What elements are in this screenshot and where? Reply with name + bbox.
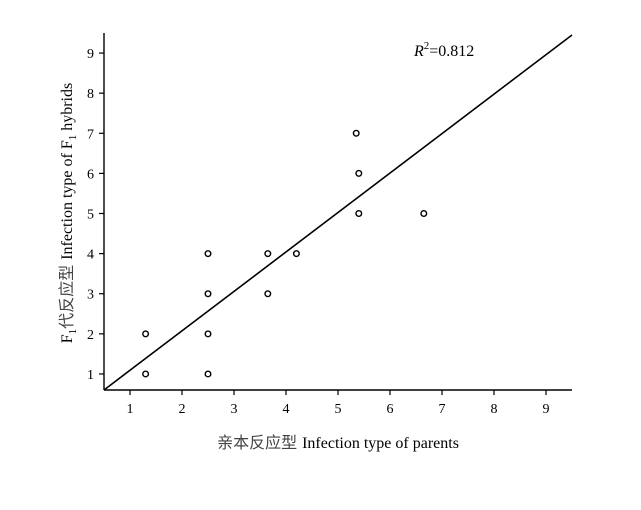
data-point (292, 250, 300, 258)
y-axis-title-en-pre: Infection type of F (59, 140, 76, 260)
data-point (355, 169, 363, 177)
x-axis-ticks: 1 2 3 4 5 6 7 8 9 (127, 390, 550, 417)
data-point (355, 210, 363, 218)
data-point (420, 210, 428, 218)
r-squared-superscript: 2 (424, 40, 430, 52)
y-axis-title-en-sub: 1 (67, 135, 79, 141)
x-tick-label: 5 (335, 402, 342, 417)
y-tick-label: 8 (87, 87, 94, 102)
data-points (142, 129, 428, 378)
data-point (204, 330, 212, 338)
y-tick-label: 2 (87, 328, 94, 343)
y-axis-title-prefix: F (59, 334, 76, 343)
y-axis-title-sub: 1 (67, 329, 79, 335)
r-squared-value: =0.812 (429, 43, 474, 60)
x-tick-label: 8 (491, 402, 498, 417)
regression-line (103, 34, 573, 391)
data-point (142, 330, 150, 338)
data-point (264, 290, 272, 298)
data-point (142, 370, 150, 378)
data-point (204, 370, 212, 378)
x-tick-label: 1 (127, 402, 134, 417)
x-tick-label: 6 (387, 402, 394, 417)
y-tick-label: 6 (87, 167, 94, 182)
x-tick-label: 2 (179, 402, 186, 417)
y-tick-label: 4 (87, 248, 94, 263)
data-point (204, 250, 212, 258)
y-tick-label: 9 (87, 47, 94, 62)
x-tick-label: 7 (439, 402, 446, 417)
r-squared-symbol: R (413, 43, 424, 60)
y-tick-label: 1 (87, 368, 94, 383)
data-point (264, 250, 272, 258)
x-tick-label: 3 (231, 402, 238, 417)
r-squared-annotation: R2=0.812 (413, 40, 474, 60)
x-tick-label: 9 (543, 402, 550, 417)
y-axis-ticks: 1 2 3 4 5 6 7 8 9 (87, 47, 104, 383)
data-point (352, 129, 360, 137)
x-tick-label: 4 (283, 402, 290, 417)
x-axis-title-en: Infection type of parents (302, 435, 459, 452)
y-tick-label: 5 (87, 208, 94, 223)
y-axis-title-en-post: hybrids (59, 83, 76, 131)
y-axis-title-cn: 代反应型 (57, 265, 76, 329)
y-axis-title: F1代反应型Infection type of F1hybrids (57, 83, 79, 343)
data-point (204, 290, 212, 298)
y-tick-label: 7 (87, 127, 94, 142)
y-tick-label: 3 (87, 288, 94, 303)
x-axis-title: 亲本反应型 Infection type of parents (217, 433, 459, 452)
x-axis-title-cn: 亲本反应型 (217, 433, 297, 452)
